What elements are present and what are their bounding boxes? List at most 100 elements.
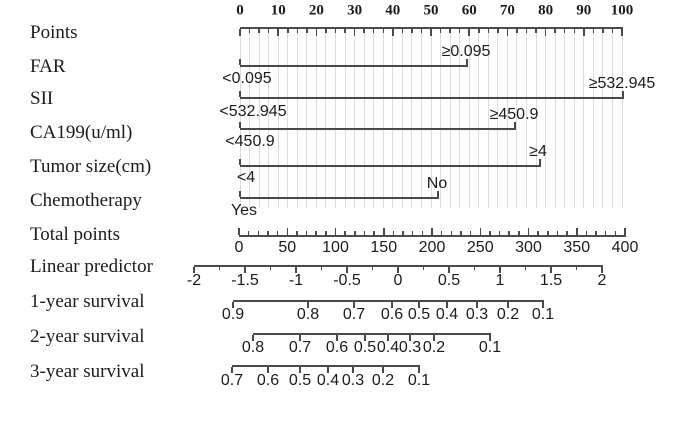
axis-points-tick bbox=[563, 28, 566, 33]
axis-total-points-tick bbox=[257, 231, 260, 235]
axis-total-points-tick bbox=[334, 228, 337, 235]
gridline bbox=[268, 28, 270, 208]
axis-total-points-ticklabel: 250 bbox=[466, 239, 494, 256]
axis-2-year-survival-line bbox=[253, 333, 491, 335]
axis-linear-predictor-tick bbox=[448, 266, 450, 273]
axis-total-points-tick bbox=[585, 231, 588, 235]
axis-linear-predictor-tick bbox=[218, 266, 221, 270]
axis-2-year-survival-tick bbox=[252, 334, 254, 341]
axis-linear-predictor-ticklabel: -1.5 bbox=[231, 272, 259, 289]
gridline bbox=[420, 28, 422, 208]
axis-points-ticklabel: 40 bbox=[385, 2, 401, 19]
axis-3-year-survival-ticklabel: 0.6 bbox=[256, 372, 280, 389]
axis-3-year-survival-tick bbox=[382, 366, 384, 373]
axis-1-year-survival-tick bbox=[507, 301, 509, 308]
gridline bbox=[249, 28, 251, 208]
gridline bbox=[277, 28, 279, 208]
axis-linear-predictor-tick bbox=[244, 266, 246, 273]
axis-linear-predictor-ticklabel: 1 bbox=[495, 272, 505, 289]
axis-total-points-tick bbox=[392, 231, 395, 235]
axis-3-year-survival-tick bbox=[352, 366, 354, 373]
gridline bbox=[382, 28, 384, 208]
axis-total-points-tick bbox=[354, 231, 356, 235]
gridline bbox=[611, 28, 613, 208]
axis-total-points-tick bbox=[411, 231, 414, 235]
axis-total-points-tick bbox=[498, 231, 501, 235]
axis-total-points-tick bbox=[305, 231, 308, 235]
axis-linear-predictor-tick bbox=[550, 266, 552, 273]
axis-linear-predictor-tick bbox=[422, 266, 425, 270]
axis-2-year-survival-tick bbox=[299, 334, 301, 341]
axis-linear-predictor-tick bbox=[499, 266, 501, 273]
axis-3-year-survival-ticklabel: 0.7 bbox=[220, 372, 244, 389]
axis-total-points-tick bbox=[247, 231, 250, 235]
axis-total-points-tick bbox=[315, 231, 317, 235]
axis-points-tick bbox=[382, 28, 384, 33]
axis-points-ticklabel: 30 bbox=[347, 2, 363, 19]
row-label-total-points: Total points bbox=[30, 224, 120, 245]
row-label-points: Points bbox=[30, 22, 78, 43]
axis-2-year-survival-tick bbox=[336, 334, 338, 341]
bar-far-endcap bbox=[466, 59, 468, 65]
row-label-1-year-survival: 1-year survival bbox=[30, 291, 145, 312]
bar-ca199-line bbox=[240, 128, 516, 130]
axis-linear-predictor-tick bbox=[295, 266, 297, 273]
axis-points-tick bbox=[325, 28, 327, 33]
axis-1-year-survival-tick bbox=[391, 301, 393, 308]
axis-total-points-tick bbox=[537, 231, 539, 235]
axis-total-points-tick bbox=[276, 231, 279, 235]
axis-total-points-tick bbox=[363, 231, 366, 235]
bar-chemotherapy-line bbox=[240, 197, 439, 199]
axis-1-year-survival-ticklabel: 0.9 bbox=[221, 306, 245, 323]
axis-points-tick bbox=[516, 28, 518, 33]
axis-2-year-survival-ticklabel: 0.2 bbox=[422, 339, 446, 356]
axis-points-tick bbox=[458, 28, 461, 33]
axis-linear-predictor-tick bbox=[397, 266, 399, 273]
axis-points-ticklabel: 10 bbox=[270, 2, 286, 19]
axis-total-points-tick bbox=[267, 231, 269, 235]
axis-2-year-survival-tick bbox=[433, 334, 435, 341]
axis-points-ticklabel: 0 bbox=[236, 2, 244, 19]
axis-points-ticklabel: 80 bbox=[538, 2, 554, 19]
axis-1-year-survival-ticklabel: 0.7 bbox=[342, 306, 366, 323]
axis-total-points-tick bbox=[479, 228, 481, 235]
axis-points-tick bbox=[334, 28, 337, 33]
axis-3-year-survival-tick bbox=[327, 366, 329, 373]
axis-linear-predictor-tick bbox=[193, 266, 195, 273]
gridline bbox=[354, 28, 356, 208]
gridline bbox=[468, 28, 470, 208]
axis-total-points-tick bbox=[373, 231, 375, 235]
axis-points-tick bbox=[296, 28, 299, 33]
axis-points-tick bbox=[258, 28, 260, 33]
axis-points-tick bbox=[439, 28, 442, 33]
axis-linear-predictor-line bbox=[194, 265, 603, 267]
axis-points-tick bbox=[248, 28, 251, 33]
bar-tumor-size-label-low: <4 bbox=[236, 169, 256, 186]
gridline bbox=[535, 28, 537, 208]
axis-total-points-ticklabel: 200 bbox=[418, 239, 446, 256]
bar-tumor-size-endcap bbox=[539, 159, 541, 165]
bar-far-label-low: <0.095 bbox=[222, 70, 272, 87]
axis-points-tick bbox=[592, 28, 595, 33]
axis-points-tick bbox=[267, 28, 270, 33]
bar-chemotherapy-label-high: No bbox=[426, 175, 448, 192]
axis-linear-predictor-tick bbox=[575, 266, 578, 270]
axis-points-tick bbox=[535, 28, 537, 33]
axis-1-year-survival-tick bbox=[476, 301, 478, 308]
bar-chemotherapy-endcap bbox=[239, 191, 241, 197]
axis-total-points-ticklabel: 350 bbox=[563, 239, 591, 256]
gridline bbox=[392, 28, 394, 208]
axis-points-ticklabel: 50 bbox=[423, 2, 439, 19]
gridline bbox=[554, 28, 556, 208]
axis-1-year-survival-tick bbox=[446, 301, 448, 308]
row-label-3-year-survival: 3-year survival bbox=[30, 361, 145, 382]
gridline bbox=[449, 28, 451, 208]
gridline bbox=[487, 28, 489, 208]
axis-linear-predictor-tick bbox=[320, 266, 323, 270]
gridline bbox=[506, 28, 508, 208]
axis-1-year-survival-ticklabel: 0.4 bbox=[435, 306, 459, 323]
axis-3-year-survival-tick bbox=[299, 366, 301, 373]
axis-points-tick bbox=[449, 28, 451, 33]
bar-tumor-size-label-high: ≥4 bbox=[529, 143, 547, 160]
gridline bbox=[411, 28, 413, 208]
